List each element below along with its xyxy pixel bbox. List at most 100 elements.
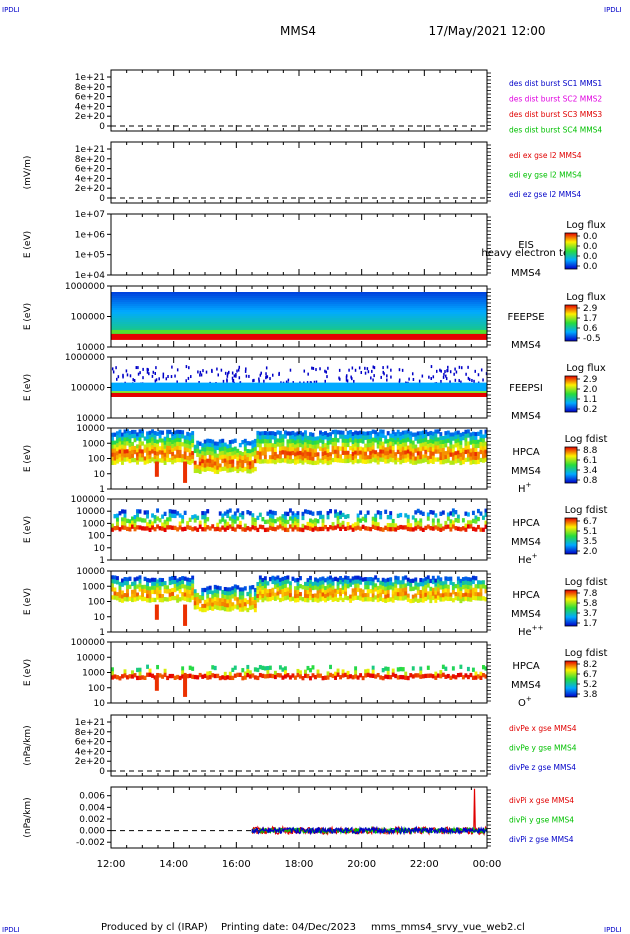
spectrogram-pixel — [401, 576, 405, 581]
spectrogram-pixel — [461, 447, 465, 453]
spectrogram-pixel — [449, 460, 453, 465]
spectrogram-pixel — [301, 448, 305, 453]
spectrogram-pixel — [409, 431, 413, 436]
spectrogram-pixel — [128, 434, 132, 440]
spectrogram-pixel — [173, 434, 177, 439]
spectrogram-pixel — [146, 510, 149, 515]
colorbar-tick-label: 8.8 — [583, 446, 598, 456]
spectrogram-pixel — [390, 368, 392, 372]
spectrogram-pixel — [346, 450, 350, 456]
spectrogram-pixel — [376, 522, 380, 527]
spectrogram-pixel — [208, 601, 212, 606]
spectrogram-pixel — [135, 366, 138, 370]
spectrogram-pixel — [424, 445, 428, 451]
spectrogram-pixel — [329, 436, 332, 441]
spectrogram-pixel — [456, 446, 460, 451]
spectrogram-pixel — [311, 511, 315, 516]
y-tick-label: 10000 — [76, 424, 105, 434]
spectrogram-pixel — [118, 429, 122, 434]
spectrogram-pixel — [241, 440, 245, 445]
spectrogram-pixel — [484, 441, 487, 446]
spectrogram-pixel — [136, 667, 139, 673]
spectrogram-pixel — [246, 469, 250, 474]
spectrogram-pixel — [296, 439, 300, 444]
spectrogram-pixel — [416, 524, 420, 530]
colorbar-tick-label: 0.8 — [583, 476, 598, 486]
spectrogram-pixel — [243, 586, 247, 591]
spectrogram-pixel — [158, 593, 162, 599]
spectrogram-pixel — [344, 526, 348, 531]
spectrogram-pixel — [151, 429, 155, 434]
spectrogram-pixel — [168, 513, 172, 518]
spectrogram-pixel — [381, 577, 385, 583]
spectrogram-pixel — [131, 589, 134, 595]
spectrogram-pixel — [276, 587, 280, 592]
spectrogram-pixel — [466, 433, 470, 438]
spectrogram-pixel — [196, 596, 200, 602]
spectrogram-pixel — [391, 434, 395, 439]
spectrogram-pixel — [481, 673, 485, 678]
spectrogram-pixel — [296, 515, 300, 520]
spectrogram-pixel — [118, 593, 122, 599]
y-tick-label: 1000 — [82, 582, 105, 592]
spectrogram-pixel — [143, 510, 147, 515]
spectrogram-pixel — [391, 522, 395, 528]
spectrogram-pixel — [479, 596, 483, 601]
spectrogram-pixel — [251, 605, 255, 610]
spectrogram-pixel — [186, 443, 190, 449]
spectrogram-pixel — [126, 429, 129, 434]
spectrogram-pixel — [191, 575, 195, 580]
spectrogram-pixel — [344, 450, 348, 456]
spectrogram-pixel — [241, 460, 245, 465]
spectrogram-pixel — [319, 597, 322, 602]
spectrogram-pixel — [401, 592, 405, 597]
spectrogram-pixel — [331, 585, 335, 590]
spectrogram-pixel — [141, 675, 144, 680]
spectrogram-pixel — [258, 524, 262, 529]
spectrogram-pixel — [424, 449, 428, 455]
spectrogram-pixel — [156, 447, 160, 452]
spectrogram-pixel — [283, 446, 287, 451]
spectrogram-pixel — [218, 439, 222, 444]
spectrogram-pixel — [156, 587, 160, 592]
spectrogram-pixel — [163, 581, 167, 586]
spectrogram-pixel — [278, 446, 282, 452]
spectrogram-pixel — [304, 585, 307, 591]
spectrogram-pixel — [474, 452, 478, 457]
spectrogram-pixel — [293, 460, 297, 465]
spectrogram-pixel — [201, 603, 205, 609]
spectrogram-pixel — [461, 675, 465, 680]
spectrogram-pixel — [464, 584, 468, 589]
spectrogram-pixel — [314, 440, 317, 445]
spectrogram-pixel — [484, 524, 487, 529]
spectrogram-pixel — [176, 586, 180, 591]
spectrogram-pixel — [178, 437, 182, 443]
y-tick-label: 100000 — [71, 638, 106, 648]
spectrogram-pixel — [188, 577, 192, 583]
spectrogram-pixel — [258, 443, 262, 448]
spectrogram-pixel — [314, 674, 317, 680]
spectrogram-pixel — [211, 590, 215, 595]
spectrogram-pixel — [306, 447, 310, 453]
spectrogram-pixel — [444, 674, 448, 679]
spectrogram-pixel — [321, 518, 325, 524]
spectrogram-pixel — [118, 453, 122, 458]
spectrogram-pixel — [188, 525, 192, 530]
spectrogram-pixel — [146, 455, 149, 460]
spectrogram-pixel — [243, 606, 247, 611]
spectrogram-pixel — [206, 442, 210, 447]
spectrogram-pixel — [384, 459, 388, 464]
y-tick-label: 6e+20 — [75, 738, 106, 748]
spectrogram-pixel — [258, 591, 262, 596]
spectrogram-pixel — [203, 447, 207, 452]
colorbar-tick-label: 3.7 — [583, 609, 597, 619]
spectrogram-pixel — [281, 596, 285, 602]
spectrogram-pixel — [281, 667, 285, 672]
spectrogram-pixel — [226, 521, 230, 527]
spectrogram-pixel — [268, 439, 272, 444]
spectrogram-pixel — [138, 433, 142, 438]
spectrogram-pixel — [361, 593, 365, 598]
spectrogram-pixel — [429, 434, 433, 440]
spectrogram-pixel — [424, 437, 428, 443]
spectrogram-pixel — [409, 586, 413, 592]
